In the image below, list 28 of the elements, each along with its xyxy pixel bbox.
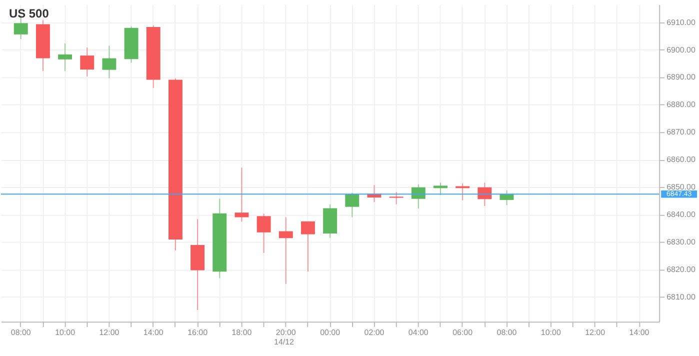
y-tick-label: 6820.00 xyxy=(666,264,696,274)
x-tick-label: 14:00 xyxy=(629,328,650,338)
y-tick-label: 6880.00 xyxy=(666,100,696,110)
x-tick-label: 12:00 xyxy=(99,328,120,338)
y-tick-label: 6910.00 xyxy=(666,18,696,27)
chart-title: US 500 xyxy=(8,6,50,20)
y-tick-label: 6850.00 xyxy=(666,182,696,192)
x-tick-label: 16:00 xyxy=(188,328,208,338)
x-tick-label: 02:00 xyxy=(364,328,385,338)
x-tick-label: 10:00 xyxy=(540,328,562,338)
text: 14/12 xyxy=(274,338,295,347)
y-tick-label: 6810.00 xyxy=(666,292,696,302)
y-tick-label: 6900.00 xyxy=(666,45,696,54)
x-tick-label: 12:00 xyxy=(585,328,606,338)
x-tick-label: 04:00 xyxy=(408,328,429,338)
y-tick-label: 6830.00 xyxy=(666,237,696,246)
x-tick-label: 10:00 xyxy=(55,328,76,338)
x-tick-label: 08:00 xyxy=(496,328,518,338)
x-tick-label: 20:00 xyxy=(276,328,296,338)
y-tick-label: 6860.00 xyxy=(666,155,696,164)
x-tick-label: 18:00 xyxy=(232,328,252,338)
y-tick-label: 6870.00 xyxy=(666,128,696,137)
y-tick-label: 6890.00 xyxy=(666,72,696,82)
y-tick-label: 6840.00 xyxy=(666,210,696,219)
x-tick-label: 00:00 xyxy=(320,328,341,338)
x-tick-label: 06:00 xyxy=(452,328,474,338)
x-tick-label: 08:00 xyxy=(10,328,32,338)
x-tick-label: 14:00 xyxy=(143,328,164,338)
